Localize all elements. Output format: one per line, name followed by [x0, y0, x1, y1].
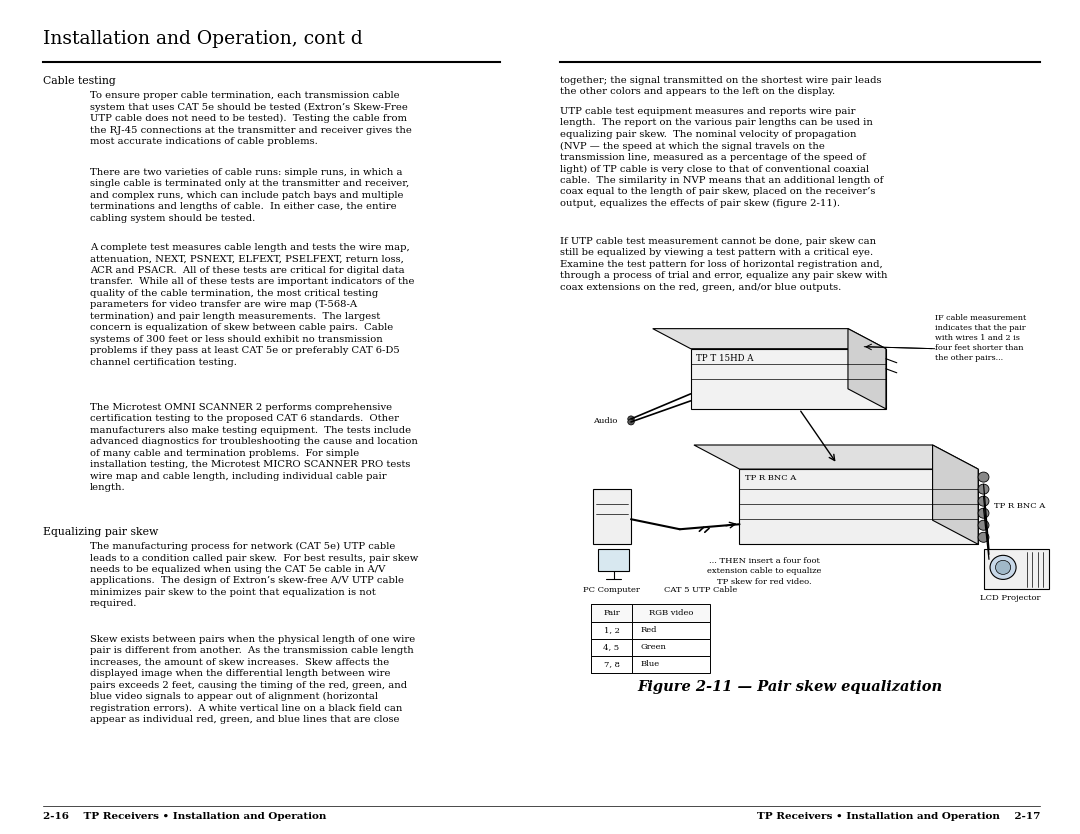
Text: Pair: Pair: [603, 609, 620, 617]
Polygon shape: [694, 445, 978, 469]
Text: 7, 8: 7, 8: [604, 661, 620, 668]
Circle shape: [627, 419, 634, 425]
Bar: [984, 550, 1049, 590]
Text: Skew exists between pairs when the physical length of one wire
pair is different: Skew exists between pairs when the physi…: [90, 635, 415, 725]
Text: 4, 5: 4, 5: [604, 643, 620, 651]
Text: Cable testing: Cable testing: [43, 76, 116, 86]
Text: TP Receivers • Installation and Operation    2-17: TP Receivers • Installation and Operatio…: [757, 812, 1040, 821]
Text: There are two varieties of cable runs: simple runs, in which a
single cable is t: There are two varieties of cable runs: s…: [90, 168, 409, 223]
Text: The manufacturing process for network (CAT 5e) UTP cable
leads to a condition ca: The manufacturing process for network (C…: [90, 542, 418, 608]
Text: If UTP cable test measurement cannot be done, pair skew can
still be equalized b: If UTP cable test measurement cannot be …: [561, 237, 888, 292]
Bar: [598, 550, 629, 571]
Polygon shape: [691, 349, 886, 409]
Text: Installation and Operation, cont d: Installation and Operation, cont d: [43, 30, 363, 48]
Circle shape: [990, 555, 1016, 580]
Circle shape: [996, 560, 1011, 575]
Text: 2-16    TP Receivers • Installation and Operation: 2-16 TP Receivers • Installation and Ope…: [43, 812, 326, 821]
Bar: [591, 656, 711, 673]
Text: RGB video: RGB video: [649, 609, 693, 617]
Text: CAT 5 UTP Cable: CAT 5 UTP Cable: [663, 586, 737, 595]
Circle shape: [978, 484, 989, 494]
Text: LCD Projector: LCD Projector: [981, 595, 1041, 602]
Polygon shape: [652, 329, 886, 349]
Text: The Microtest OMNI SCANNER 2 performs comprehensive
certification testing to the: The Microtest OMNI SCANNER 2 performs co…: [90, 403, 418, 492]
Bar: [591, 605, 711, 621]
Text: TP R BNC A: TP R BNC A: [745, 474, 796, 482]
Circle shape: [978, 508, 989, 518]
Circle shape: [978, 472, 989, 482]
Text: Blue: Blue: [640, 661, 660, 668]
Bar: [591, 605, 632, 621]
Text: PC Computer: PC Computer: [583, 586, 640, 595]
Circle shape: [978, 532, 989, 542]
Text: A complete test measures cable length and tests the wire map,
attenuation, NEXT,: A complete test measures cable length an…: [90, 243, 415, 367]
Text: Red: Red: [640, 626, 658, 634]
Text: Green: Green: [640, 643, 666, 651]
Bar: [591, 621, 711, 639]
Text: TP T 15HD A: TP T 15HD A: [697, 354, 754, 363]
Polygon shape: [932, 445, 978, 545]
Polygon shape: [740, 469, 978, 545]
Bar: [591, 639, 632, 656]
Bar: [591, 656, 632, 673]
Text: Equalizing pair skew: Equalizing pair skew: [43, 527, 159, 537]
Text: UTP cable test equipment measures and reports wire pair
length.  The report on t: UTP cable test equipment measures and re…: [561, 107, 883, 208]
Text: Audio: Audio: [593, 417, 618, 425]
Text: TP R BNC A: TP R BNC A: [995, 502, 1045, 510]
Text: 1, 2: 1, 2: [604, 626, 620, 634]
Text: Figure 2-11 — Pair skew equalization: Figure 2-11 — Pair skew equalization: [637, 680, 943, 694]
Circle shape: [978, 496, 989, 506]
Bar: [591, 639, 711, 656]
Text: IF cable measurement
indicates that the pair
with wires 1 and 2 is
four feet sho: IF cable measurement indicates that the …: [935, 314, 1026, 362]
Bar: [593, 489, 631, 545]
Text: together; the signal transmitted on the shortest wire pair leads
the other color: together; the signal transmitted on the …: [561, 76, 881, 97]
Polygon shape: [848, 329, 886, 409]
Text: ... THEN insert a four foot
extension cable to equalize
TP skew for red video.: ... THEN insert a four foot extension ca…: [707, 557, 822, 585]
Bar: [591, 621, 632, 639]
Text: To ensure proper cable termination, each transmission cable
system that uses CAT: To ensure proper cable termination, each…: [90, 91, 411, 146]
Circle shape: [627, 416, 634, 422]
Circle shape: [978, 520, 989, 530]
